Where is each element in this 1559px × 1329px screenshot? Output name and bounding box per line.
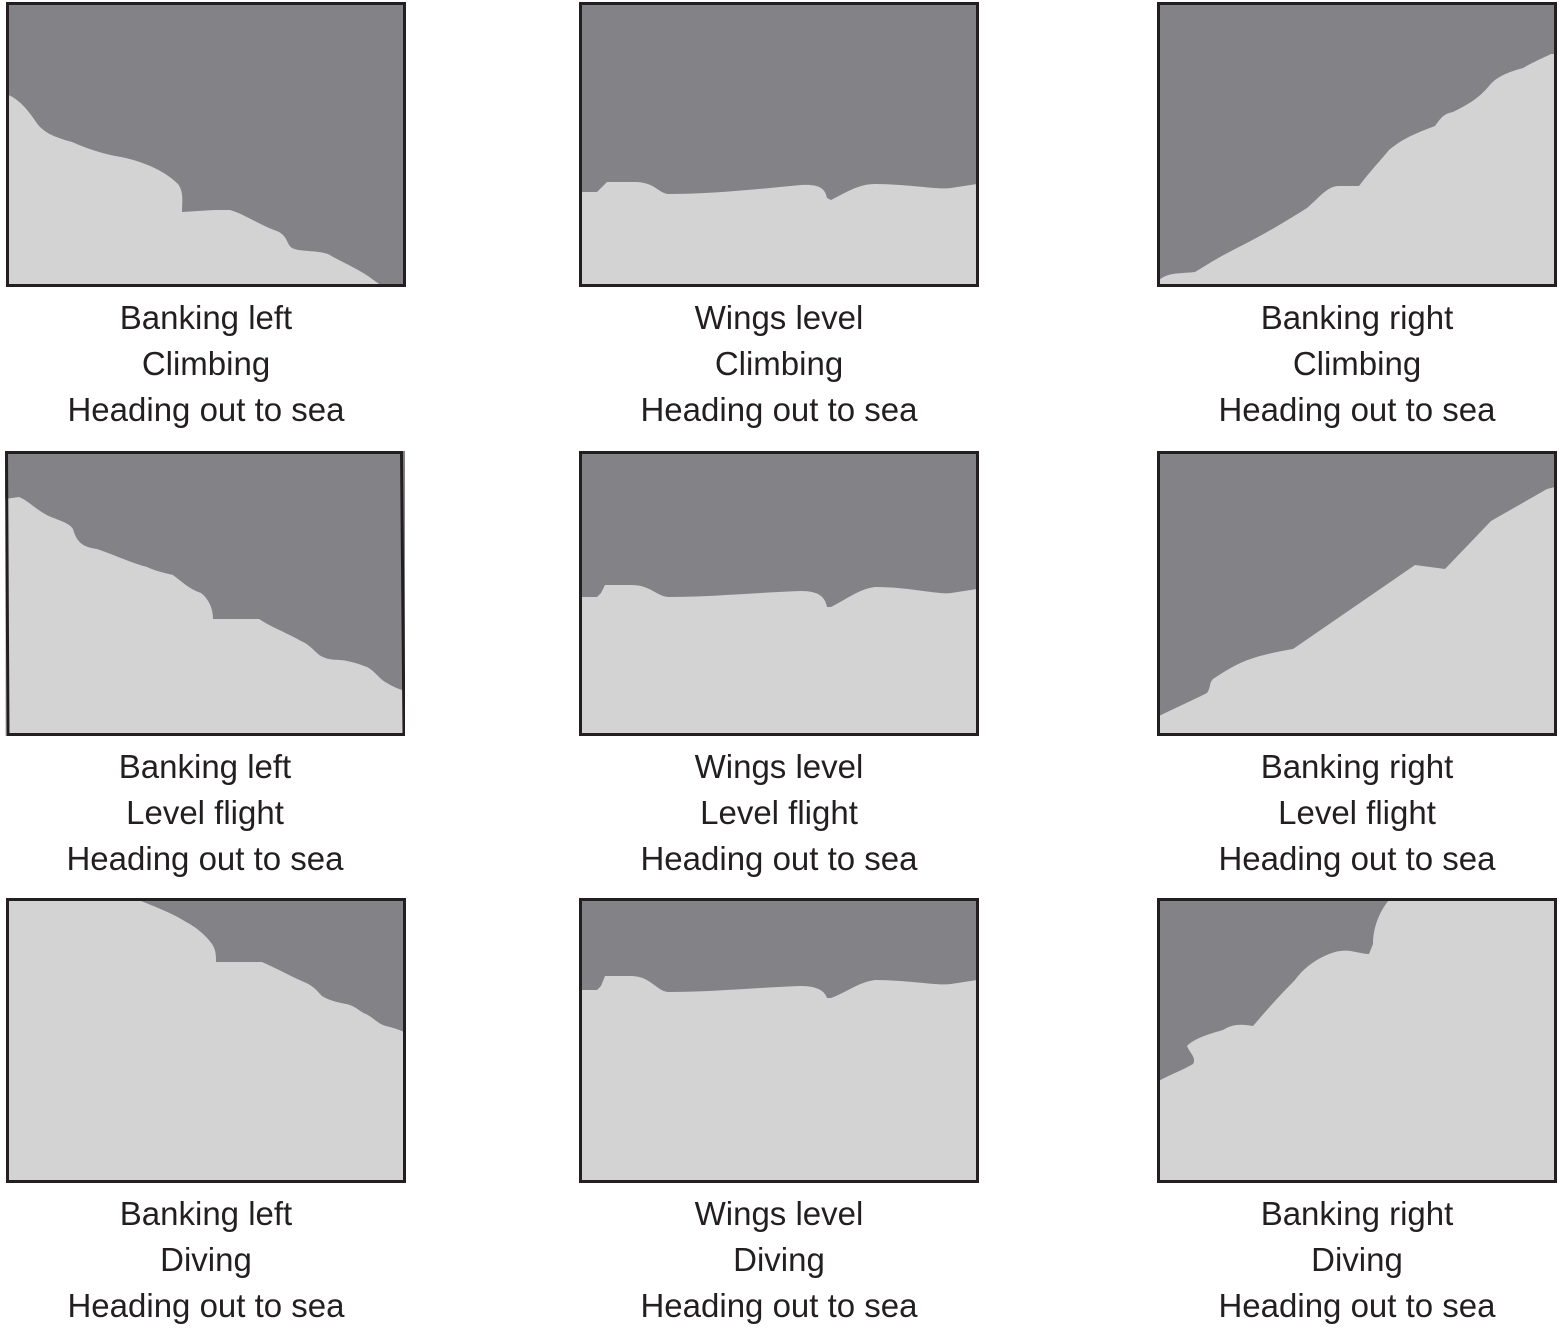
land [579,585,977,736]
horizon-view [579,898,979,1183]
heading-label: Heading out to sea [640,840,918,877]
pitch-label: Climbing [714,345,844,382]
panel-banking-left-diving: Banking left Diving Heading out to sea [6,898,406,1329]
land [1157,487,1555,736]
caption: Wings level Diving Heading out to sea [579,1191,979,1329]
panel-wings-level-diving: Wings level Diving Heading out to sea [579,898,979,1329]
land [579,976,977,1183]
heading-label: Heading out to sea [640,391,918,428]
horizon-view [6,898,406,1183]
view-frame [1157,898,1557,1183]
panel-wings-level-level-flight: Wings level Level flight Heading out to … [579,451,979,882]
horizon-view [579,2,979,287]
view-frame [5,451,405,736]
panel-wings-level-climbing: Wings level Climbing Heading out to sea [579,2,979,433]
view-frame [579,451,979,736]
panel-banking-right-level-flight: Banking right Level flight Heading out t… [1157,451,1557,882]
horizon-view [1157,451,1557,736]
bank-label: Banking right [1260,299,1454,336]
panel-banking-right-diving: Banking right Diving Heading out to sea [1157,898,1557,1329]
view-frame [579,2,979,287]
pitch-label: Climbing [1292,345,1422,382]
horizon-view [579,451,979,736]
bank-label: Wings level [694,748,864,785]
pitch-label: Level flight [1278,794,1436,831]
panel-banking-left-climbing: Banking left Climbing Heading out to sea [6,2,406,433]
caption: Banking right Diving Heading out to sea [1157,1191,1557,1329]
view-frame [1157,2,1557,287]
bank-label: Banking right [1260,1195,1454,1232]
pitch-label: Diving [733,1241,825,1278]
land [6,94,384,287]
land [579,182,977,287]
pitch-label: Climbing [141,345,271,382]
horizon-view [1157,898,1557,1183]
bank-label: Banking left [119,299,293,336]
pitch-label: Diving [1311,1241,1403,1278]
caption: Banking right Level flight Heading out t… [1157,744,1557,882]
panel-banking-right-climbing: Banking right Climbing Heading out to se… [1157,2,1557,433]
view-frame [6,2,406,287]
caption: Banking right Climbing Heading out to se… [1157,295,1557,433]
view-frame [579,898,979,1183]
land [6,898,404,1183]
heading-label: Heading out to sea [640,1287,918,1324]
heading-label: Heading out to sea [1218,1287,1496,1324]
land [5,497,405,736]
heading-label: Heading out to sea [1218,391,1496,428]
caption: Banking left Diving Heading out to sea [6,1191,406,1329]
bank-label: Banking left [119,1195,293,1232]
horizon-view [6,2,406,287]
caption: Wings level Climbing Heading out to sea [579,295,979,433]
heading-label: Heading out to sea [1218,840,1496,877]
bank-label: Wings level [694,1195,864,1232]
heading-label: Heading out to sea [66,840,344,877]
panel-banking-left-level-flight: Banking left Level flight Heading out to… [5,451,405,882]
caption: Banking left Level flight Heading out to… [5,744,405,882]
horizon-view [5,451,405,736]
view-frame [6,898,406,1183]
land [1157,900,1555,1183]
pitch-label: Diving [160,1241,252,1278]
pitch-label: Level flight [126,794,284,831]
view-frame [1157,451,1557,736]
horizon-view [1157,2,1557,287]
heading-label: Heading out to sea [67,391,345,428]
caption: Wings level Level flight Heading out to … [579,744,979,882]
heading-label: Heading out to sea [67,1287,345,1324]
pitch-label: Level flight [700,794,858,831]
caption: Banking left Climbing Heading out to sea [6,295,406,433]
land [1157,54,1555,287]
bank-label: Wings level [694,299,864,336]
bank-label: Banking left [118,748,292,785]
bank-label: Banking right [1260,748,1454,785]
